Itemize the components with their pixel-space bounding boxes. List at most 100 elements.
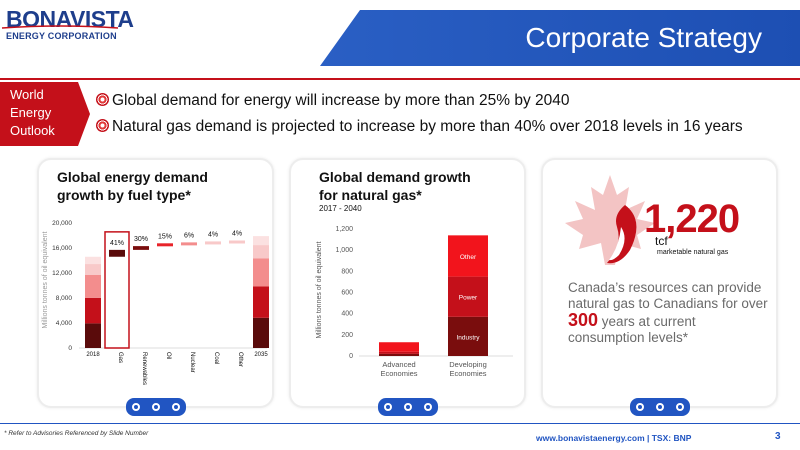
carousel-dot[interactable]: [635, 403, 644, 411]
bar-segment: [379, 351, 419, 354]
carousel-dot[interactable]: [675, 403, 684, 411]
label-line-3: Outlook: [10, 123, 55, 138]
footer-divider: [0, 423, 800, 424]
bar: [133, 246, 149, 250]
page-title: Corporate Strategy: [525, 22, 762, 53]
fuel-type-waterfall-chart: Millions tonnes of oil equivalent 0 4,000 8…: [42, 220, 269, 385]
bar-segment: [379, 353, 419, 356]
canada-resources-text: Canada’s resources can provide natural g…: [568, 280, 768, 346]
arrow-icon: [78, 82, 90, 146]
carousel-dot[interactable]: [131, 403, 140, 411]
logo-subtitle: ENERGY CORPORATION: [6, 31, 117, 41]
data-label: 41%: [110, 240, 124, 247]
highlight-box: [104, 231, 130, 349]
carousel-dot[interactable]: [403, 403, 412, 411]
y-tick-label: 1,000: [335, 247, 353, 254]
bar-segment: [85, 264, 101, 275]
years-highlight: 300: [568, 310, 599, 330]
bar-segment: [85, 256, 101, 265]
card-title-line: Global energy demand: [57, 169, 208, 185]
carousel-dot[interactable]: [383, 403, 392, 411]
bar-segment: [379, 342, 419, 352]
divider: [0, 78, 800, 80]
header: BONAVISTA ENERGY CORPORATION Corporate S…: [0, 0, 800, 66]
bar-segment: [85, 275, 101, 298]
y-tick-label: 800: [341, 268, 353, 275]
reserves-figure: 1,220: [644, 197, 740, 241]
bar-segment: [448, 235, 488, 277]
bar-segment: [85, 323, 101, 348]
bar-segment: [253, 236, 269, 246]
maple-leaf-flame-icon: [565, 175, 655, 265]
x-tick-label: Economies: [380, 369, 417, 378]
y-tick-label: 0: [68, 345, 72, 352]
card-title: Global energy demand growth by fuel type…: [57, 168, 208, 204]
y-tick-label: 12,000: [52, 270, 72, 277]
page-number: 3: [775, 431, 781, 442]
bar: [181, 242, 197, 246]
bar: [205, 241, 221, 245]
y-axis-label: Millions tonnes of oil equivalent: [316, 242, 323, 339]
footer-link[interactable]: www.bonavistaenergy.com | TSX: BNP: [536, 433, 692, 443]
x-tick-label: Gas: [117, 352, 123, 363]
bar: [229, 240, 245, 244]
x-tick-label: 2035: [254, 352, 268, 358]
segment-label: Other: [460, 254, 477, 261]
data-label: 4%: [208, 231, 218, 238]
bullet-item: Global demand for energy will increase b…: [96, 92, 570, 110]
x-tick-label: Developing: [449, 360, 487, 369]
card-canada-resources: [541, 158, 778, 416]
data-label: 6%: [184, 232, 194, 239]
card-subtitle: 2017 - 2040: [319, 204, 362, 213]
x-tick-label: Nuclear: [189, 352, 195, 373]
carousel-dots[interactable]: [377, 398, 438, 416]
card-energy-demand: Global energy demand growth by fuel type…: [37, 158, 274, 416]
carousel-dot[interactable]: [655, 403, 664, 411]
bar: [109, 249, 125, 257]
target-bullet-icon: [96, 119, 109, 132]
card-title: Global demand growth for natural gas* 20…: [319, 168, 471, 214]
logo-swoosh-icon: [1, 25, 119, 29]
x-tick-label: Advanced: [382, 360, 415, 369]
reserves-unit-description: marketable natural gas: [657, 249, 729, 256]
card-title-line: for natural gas*: [319, 187, 422, 203]
carousel-dots[interactable]: [125, 398, 186, 416]
card-title-line: growth by fuel type*: [57, 187, 191, 203]
company-logo[interactable]: BONAVISTA ENERGY CORPORATION: [6, 6, 134, 41]
segment-label: Power: [459, 295, 478, 302]
x-tick-label: Coal: [213, 352, 219, 364]
x-tick-label: Economies: [449, 369, 486, 378]
bullet-text: Natural gas demand is projected to incre…: [112, 118, 743, 135]
carousel-dot[interactable]: [171, 403, 180, 411]
x-tick-label: Renewables: [141, 352, 147, 385]
x-tick-label: Other: [237, 352, 243, 367]
data-label: 4%: [232, 231, 242, 238]
text-part: Canada’s resources can provide natural g…: [568, 280, 768, 311]
y-tick-label: 600: [341, 290, 353, 297]
bullet-item: Natural gas demand is projected to incre…: [96, 118, 743, 136]
bar-segment: [253, 286, 269, 318]
carousel-dot[interactable]: [423, 403, 432, 411]
bar-segment: [448, 276, 488, 317]
title-bar: Corporate Strategy: [320, 10, 800, 66]
data-label: 30%: [134, 236, 148, 243]
bar-segment: [253, 245, 269, 259]
target-bullet-icon: [96, 93, 109, 106]
card-title-line: Global demand growth: [319, 169, 471, 185]
y-tick-label: 200: [341, 332, 353, 339]
y-tick-label: 1,200: [335, 226, 353, 233]
bar: [157, 243, 173, 247]
bar-segment: [448, 316, 488, 356]
card-gas-demand: Global demand growth for natural gas* 20…: [289, 158, 526, 416]
carousel-dot[interactable]: [151, 403, 160, 411]
y-tick-label: 16,000: [52, 245, 72, 252]
data-label: 15%: [158, 233, 172, 240]
text-part: years at current consumption levels*: [568, 314, 696, 345]
x-tick-label: 2018: [86, 352, 100, 358]
footer-note: * Refer to Advisories Referenced by Slid…: [4, 430, 149, 437]
world-energy-outlook-label: World Energy Outlook: [0, 82, 78, 146]
bar-segment: [253, 258, 269, 287]
label-line-2: Energy: [10, 105, 52, 120]
carousel-dots[interactable]: [629, 398, 690, 416]
y-tick-label: 8,000: [56, 295, 73, 302]
